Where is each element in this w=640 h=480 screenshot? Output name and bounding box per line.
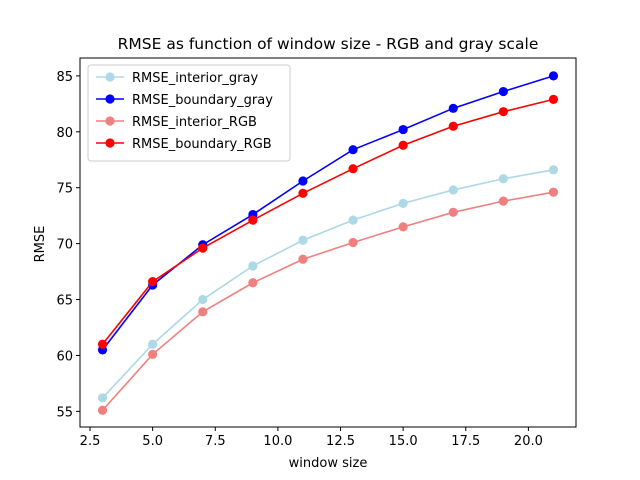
data-point	[298, 188, 308, 198]
data-point	[398, 124, 408, 135]
data-point	[498, 107, 508, 117]
x-tick-label: 5.0	[142, 434, 163, 449]
x-tick-label: 7.5	[205, 434, 226, 449]
data-point	[97, 339, 108, 349]
legend: RMSE_interior_gray RMSE_boundary_gray RMSE…	[87, 64, 291, 162]
data-point	[348, 145, 358, 155]
y-tick-label: 65	[56, 294, 73, 309]
data-point	[548, 187, 559, 197]
x-tick-label: 2.5	[80, 434, 101, 449]
legend-label: RMSE_interior_gray	[132, 71, 258, 86]
data-point	[97, 393, 108, 403]
legend-label: RMSE_boundary_RGB	[132, 137, 272, 152]
legend-marker	[105, 72, 115, 82]
data-point	[148, 349, 158, 359]
legend-marker	[105, 116, 115, 126]
series-line	[101, 191, 554, 411]
x-tick-label: 15.0	[389, 434, 418, 449]
data-point	[148, 277, 158, 287]
data-point	[198, 307, 208, 317]
series-RMSE_interior_RGB	[97, 187, 559, 415]
data-point	[498, 86, 508, 97]
series-RMSE_interior_gray	[97, 165, 559, 403]
y-axis: 55 60 65 70 75 80 85	[56, 70, 80, 420]
y-tick-label: 85	[56, 70, 73, 85]
x-tick-label: 17.5	[451, 434, 480, 449]
data-point	[398, 198, 408, 208]
legend-item: RMSE_boundary_gray	[96, 93, 273, 108]
legend-item: RMSE_boundary_RGB	[96, 137, 272, 152]
data-point	[448, 121, 458, 131]
legend-item: RMSE_interior_RGB	[96, 115, 257, 130]
data-point	[548, 71, 559, 81]
data-point	[448, 207, 458, 217]
data-point	[198, 243, 208, 253]
x-axis-label: window size	[289, 456, 368, 471]
x-tick-label: 20.0	[514, 434, 543, 449]
y-axis-label: RMSE	[33, 226, 48, 263]
legend-box	[87, 64, 291, 162]
data-point	[248, 278, 258, 288]
data-point	[97, 405, 108, 415]
x-tick-label: 12.5	[326, 434, 355, 449]
x-axis: 2.5 5.0 7.5 10.0 12.5 15.0 17.5 20.0	[80, 427, 543, 449]
legend-label: RMSE_interior_RGB	[132, 115, 257, 130]
plot-frame	[79, 57, 577, 428]
y-tick-label: 75	[56, 182, 73, 197]
y-tick-label: 60	[56, 349, 73, 364]
legend-label: RMSE_boundary_gray	[132, 93, 273, 108]
data-point	[298, 254, 308, 264]
data-point	[398, 140, 408, 150]
data-point	[148, 339, 158, 349]
data-point	[348, 237, 358, 248]
legend-item: RMSE_interior_gray	[96, 71, 258, 86]
data-point	[298, 235, 308, 245]
chart-title: RMSE as function of window size - RGB an…	[118, 35, 539, 53]
series-line	[101, 169, 554, 399]
data-point	[548, 94, 559, 104]
series-line	[101, 98, 554, 345]
x-tick-label: 10.0	[263, 434, 292, 449]
data-point	[348, 215, 358, 225]
data-point	[548, 165, 559, 175]
y-tick-label: 55	[56, 405, 73, 420]
data-point	[248, 261, 258, 271]
data-point	[448, 103, 458, 113]
data-point	[498, 196, 508, 206]
series-RMSE_boundary_RGB	[97, 94, 559, 349]
plot-area	[97, 71, 559, 415]
data-point	[398, 222, 408, 232]
data-point	[348, 164, 358, 174]
legend-marker	[105, 94, 115, 104]
y-tick-label: 80	[56, 126, 73, 141]
data-point	[198, 294, 208, 305]
data-point	[498, 174, 508, 184]
legend-marker	[105, 138, 115, 148]
data-point	[448, 185, 458, 195]
data-point	[298, 176, 308, 186]
data-point	[248, 215, 258, 225]
y-tick-label: 70	[56, 238, 73, 253]
